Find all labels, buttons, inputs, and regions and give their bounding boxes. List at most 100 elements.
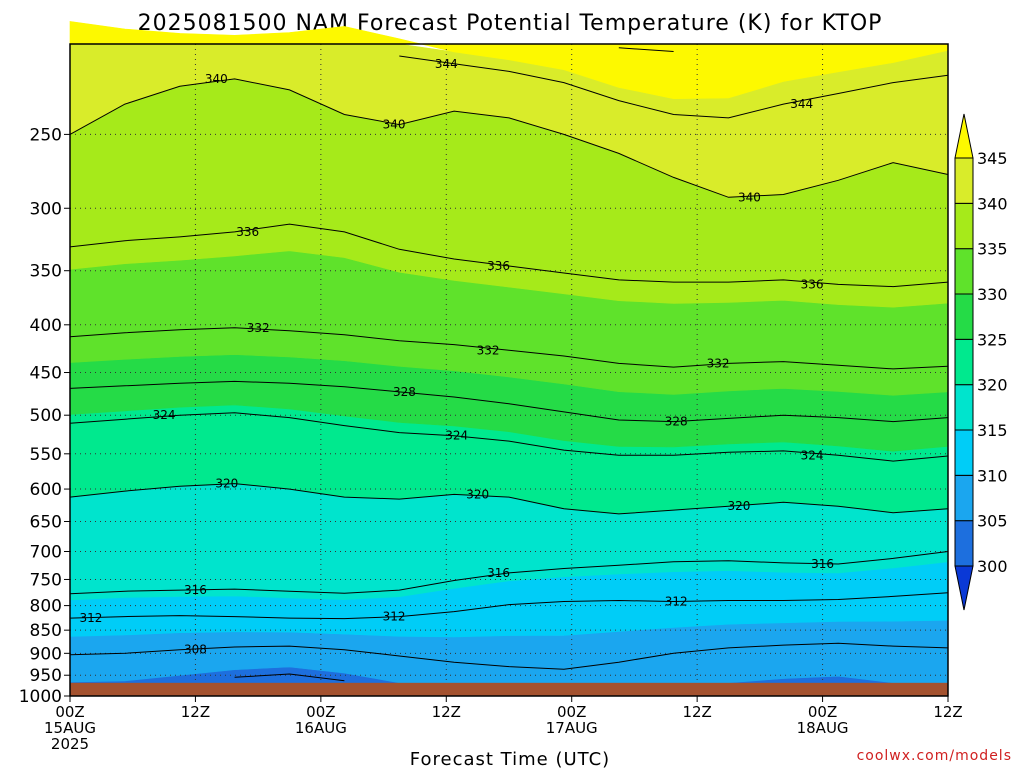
y-tick-label: 800 [30, 597, 62, 617]
contour-label: 332 [477, 343, 500, 357]
contour-label: 316 [487, 566, 510, 580]
contour-320 [69, 483, 949, 515]
colorbar-tick-label: 330 [977, 285, 1008, 304]
colorbar-tick-label: 300 [977, 557, 1008, 576]
y-tick-label: 550 [30, 445, 62, 465]
contour-label: 340 [205, 72, 228, 86]
x-tick-label: 00Z [808, 703, 837, 721]
terrain [70, 682, 948, 696]
contour-348 [618, 47, 674, 52]
plot-frame [69, 43, 949, 697]
contour-label: 312 [79, 611, 102, 625]
contour-lines [69, 47, 949, 682]
x-axis-label: Forecast Time (UTC) [410, 749, 610, 768]
colorbar-tick-label: 340 [977, 194, 1008, 213]
contour-304 [234, 673, 345, 682]
colorbar-extend-high [954, 113, 974, 159]
x-tick-label: 15AUG [44, 719, 96, 737]
chart-title: 2025081500 NAM Forecast Potential Temper… [138, 11, 883, 36]
colorbar-tick-label: 335 [977, 240, 1008, 259]
colorbar-swatch [954, 429, 974, 476]
contour-label: 344 [435, 57, 458, 71]
contour-label: 336 [236, 225, 259, 239]
contour-label: 320 [727, 499, 750, 513]
contour-label: 336 [487, 259, 510, 273]
x-tick-label: 18AUG [797, 719, 849, 737]
y-tick-label: 700 [30, 543, 62, 563]
contour-labels: 308 312 312 312 316 316 316 320 320 320 324 324 324 3… [79, 57, 834, 657]
colorbar-swatch [954, 338, 974, 386]
colorbar-swatch [954, 384, 974, 431]
contour-340 [69, 78, 949, 198]
contour-label: 312 [665, 595, 688, 609]
y-tick-label: 350 [30, 262, 62, 282]
colorbar-swatch [954, 474, 974, 522]
colorbar-tick-label: 325 [977, 330, 1008, 349]
contour-label: 308 [184, 643, 207, 657]
contour-label: 340 [738, 190, 761, 204]
y-tick-label: 500 [30, 406, 62, 426]
contour-328 [69, 380, 949, 423]
contour-label: 316 [184, 583, 207, 597]
x-tick-label: 12Z [181, 703, 210, 721]
x-tick-label: 12Z [933, 703, 962, 721]
credit-text: coolwx.com/models [857, 748, 1012, 764]
colorbar-swatch [954, 157, 974, 204]
y-tick-label: 950 [30, 666, 62, 686]
contour-label: 320 [215, 477, 238, 491]
colorbar-tick-label: 310 [977, 466, 1008, 485]
contour-312 [69, 592, 949, 620]
y-tick-label: 250 [30, 125, 62, 145]
colorbar-tick-label: 315 [977, 421, 1008, 440]
x-tick-label: 12Z [432, 703, 461, 721]
colorbar-tick-label: 305 [977, 512, 1008, 531]
x-tick-label: 12Z [682, 703, 711, 721]
contour-label: 344 [790, 97, 813, 111]
x-tick-label: 00Z [306, 703, 335, 721]
colorbar-swatch [954, 293, 974, 340]
contour-label: 328 [665, 415, 688, 429]
colorbar-extend-low [954, 565, 974, 611]
contour-344 [399, 55, 949, 119]
colorbar-tick-label: 320 [977, 376, 1008, 395]
contour-label: 328 [393, 385, 416, 399]
contour-label: 336 [801, 277, 824, 291]
contour-label: 332 [247, 321, 270, 335]
contour-label: 332 [707, 356, 730, 370]
y-tick-label: 450 [30, 364, 62, 384]
contour-308 [69, 642, 949, 670]
colorbar-tick-label: 345 [977, 149, 1008, 168]
y-tick-label: 600 [30, 480, 62, 500]
contour-332 [69, 327, 949, 370]
y-tick-label: 400 [30, 316, 62, 336]
contour-336 [69, 223, 949, 288]
colorbar-swatch [954, 202, 974, 250]
colorbar: 300 305 310 315 320 325 330 335 340 345 [954, 113, 1008, 611]
y-tick-label: 850 [30, 621, 62, 641]
x-tick-label: 00Z [557, 703, 586, 721]
contour-316 [69, 551, 949, 595]
contour-label: 316 [811, 557, 834, 571]
y-tick-label: 1000 [19, 687, 62, 707]
contour-label: 324 [153, 408, 176, 422]
colorbar-swatch [954, 520, 974, 567]
contour-324 [69, 412, 949, 462]
x-tick-label: 17AUG [546, 719, 598, 737]
contour-label: 324 [801, 448, 824, 462]
x-tick-label: 00Z [55, 703, 84, 721]
colorbar-swatch [954, 248, 974, 295]
y-tick-label: 300 [30, 199, 62, 219]
x-tick-label: 2025 [51, 735, 89, 753]
terrain-fill [70, 682, 948, 696]
contour-label: 340 [383, 118, 406, 132]
x-tick-label: 16AUG [295, 719, 347, 737]
contour-label: 320 [466, 487, 489, 501]
y-tick-label: 750 [30, 570, 62, 590]
contour-label: 324 [445, 429, 468, 443]
y-tick-label: 900 [30, 644, 62, 664]
contour-label: 312 [383, 610, 406, 624]
y-axis: 250 300 350 400 450 500 550 600 650 700 750 800 850 9… [19, 125, 70, 707]
y-tick-label: 650 [30, 512, 62, 532]
